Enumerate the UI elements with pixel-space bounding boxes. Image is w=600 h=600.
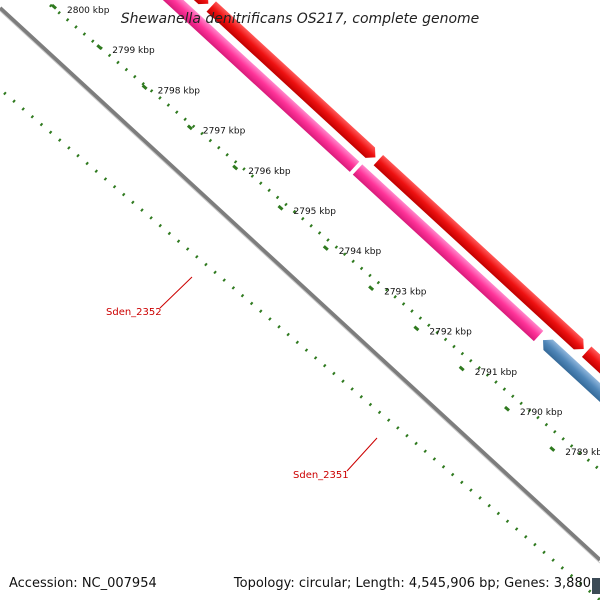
scale-tick-mark (141, 84, 148, 91)
scale-tick-mark (549, 446, 556, 452)
feature-end-marker (592, 578, 600, 594)
scale-tick-mark (368, 285, 375, 292)
scale-tick-label: 2799 kbp (112, 46, 155, 56)
cds-forward-1[interactable] (104, 0, 213, 9)
scale-tick-mark (51, 3, 57, 10)
genome-backbone-highlight (0, 10, 600, 564)
scale-tick-label: 2792 kbp (429, 328, 472, 338)
forward-strand-features (104, 0, 600, 462)
tick-labels: 2800 kbp 2799 kbp 2798 kbp 2797 kbp 2796 kbp… (67, 6, 600, 458)
sden-2352-leader (159, 276, 193, 309)
reverse-strand-features (92, 0, 600, 477)
cds-reverse-sden-2352[interactable] (92, 0, 360, 172)
scale-tick-mark (96, 44, 103, 50)
outer-scale-ring (49, 3, 600, 472)
scale-tick-label: 2796 kbp (248, 167, 291, 177)
scale-tick-mark (413, 325, 420, 332)
scale-tick-mark (458, 365, 465, 372)
scale-tick-label: 2793 kbp (384, 287, 427, 297)
cds-reverse-blue[interactable] (538, 335, 600, 477)
inner-scale-ring (0, 87, 600, 600)
scale-tick-label: 2795 kbp (294, 207, 337, 217)
scale-tick-label: 2790 kbp (520, 408, 563, 418)
scale-tick-mark (277, 204, 284, 211)
scale-tick-mark (186, 124, 193, 131)
scale-tick-mark (504, 405, 510, 412)
map-title: Shewanella denitrificans OS217, complete… (121, 11, 480, 27)
cds-reverse-sden-2351[interactable] (352, 164, 544, 342)
genome-summary-text: Topology: circular; Length: 4,545,906 bp… (233, 576, 591, 591)
sden-2351-leader (346, 437, 378, 472)
scale-tick-label: 2798 kbp (158, 86, 201, 96)
accession-text: Accession: NC_007954 (9, 576, 157, 591)
cds-forward-3[interactable] (373, 154, 589, 354)
scale-tick-label: 2797 kbp (203, 127, 246, 137)
scale-tick-mark (232, 164, 239, 171)
scale-tick-mark (322, 245, 329, 251)
gene-label-sden-2352[interactable]: Sden_2352 (106, 307, 162, 318)
tick-marks (51, 3, 556, 452)
genome-backbone (0, 6, 600, 562)
scale-tick-label: 2800 kbp (67, 6, 110, 16)
cds-forward-2[interactable] (206, 1, 381, 162)
scale-tick-label: 2789 kbp (565, 448, 600, 458)
scale-tick-label: 2791 kbp (475, 368, 518, 378)
scale-tick-label: 2794 kbp (339, 247, 382, 257)
gene-label-sden-2351[interactable]: Sden_2351 (293, 470, 349, 481)
